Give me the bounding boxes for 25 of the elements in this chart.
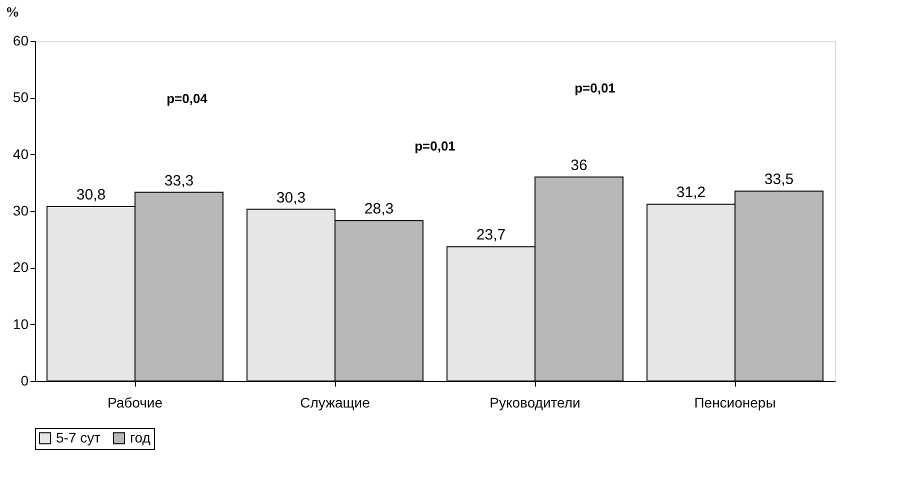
y-tick-label: 10 <box>12 316 29 332</box>
x-tick-label: Руководители <box>490 394 580 410</box>
y-tick-label: 40 <box>12 146 29 162</box>
x-tick-label: Служащие <box>300 394 370 410</box>
x-tick-label: Пенсионеры <box>694 394 776 410</box>
data-label: 33,3 <box>164 172 194 190</box>
annotation: p=0,04 <box>166 90 208 106</box>
annotation: p=0,01 <box>574 80 616 96</box>
y-tick-label: 30 <box>12 202 29 218</box>
y-tick-label: 0 <box>20 372 29 388</box>
y-tick-label: 50 <box>12 89 29 106</box>
data-label: 28,3 <box>364 200 394 218</box>
legend-label: 5-7 сут <box>56 429 102 446</box>
data-label: 33,5 <box>764 171 794 188</box>
y-axis-title: % <box>6 6 20 20</box>
data-label: 30,8 <box>76 186 106 204</box>
y-tick-label: 60 <box>12 32 29 48</box>
data-label: 36 <box>570 157 588 174</box>
annotation: p=0,01 <box>414 138 456 154</box>
data-label: 30,3 <box>276 189 306 206</box>
legend-label: год <box>130 429 150 446</box>
y-tick-label: 20 <box>12 259 29 276</box>
data-label: 23,7 <box>476 226 506 244</box>
x-tick-label: Рабочие <box>107 394 163 410</box>
data-label: 31,2 <box>676 184 706 202</box>
